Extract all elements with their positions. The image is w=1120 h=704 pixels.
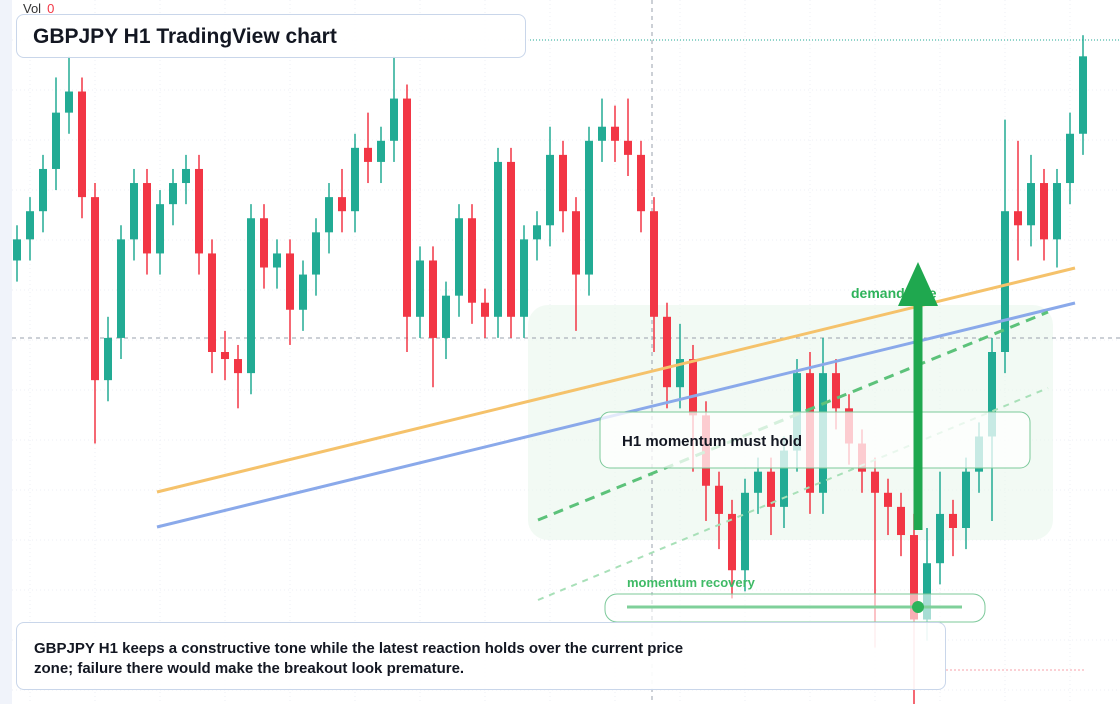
candle-body	[832, 373, 840, 409]
candle-body	[143, 183, 151, 254]
candle-body	[1079, 56, 1087, 134]
candle-body	[598, 126, 606, 141]
candle-body	[208, 253, 216, 352]
candle-body	[949, 513, 957, 528]
candle-body	[312, 232, 320, 275]
candle-body	[585, 140, 593, 275]
candle-body	[286, 253, 294, 310]
candle-body	[104, 337, 112, 381]
candle-body	[338, 197, 346, 212]
candle-body	[364, 147, 372, 162]
candle-body	[910, 535, 918, 620]
candle-body	[897, 506, 905, 536]
candle-body	[923, 563, 931, 620]
candle-body	[611, 126, 619, 141]
candle-body	[767, 471, 775, 507]
caption: GBPJPY H1 keeps a constructive tone whil…	[34, 640, 684, 677]
candle-body	[78, 91, 86, 198]
arrow-head	[898, 262, 938, 306]
candle-body	[533, 225, 541, 240]
volume-value: 0	[47, 1, 55, 16]
candle-body	[1027, 183, 1035, 226]
candle-body	[416, 260, 424, 317]
candle-body	[741, 492, 749, 571]
candle-body	[325, 197, 333, 233]
candle-body	[260, 218, 268, 268]
annotation-momentum: H1 momentum must hold	[622, 433, 802, 450]
candles	[13, 35, 1087, 704]
candle-body	[442, 295, 450, 338]
candle-body	[481, 302, 489, 317]
candle-body	[637, 154, 645, 212]
candle-body	[455, 218, 463, 296]
candle-body	[507, 161, 515, 317]
caption-box: GBPJPY H1 keeps a constructive tone whil…	[16, 622, 946, 690]
volume-label: Vol	[23, 1, 42, 16]
candle-body	[936, 513, 944, 564]
candle-body	[871, 471, 879, 493]
candle-body	[91, 197, 99, 381]
candle-body	[156, 204, 164, 254]
candle-body	[65, 91, 73, 113]
recovery-dot	[912, 601, 924, 613]
candle-body	[403, 98, 411, 317]
candle-body	[273, 253, 281, 268]
candle-body	[13, 239, 21, 261]
candle-body	[884, 492, 892, 507]
candle-body	[52, 112, 60, 169]
candle-body	[377, 140, 385, 162]
candle-body	[234, 359, 242, 374]
candle-body	[1053, 183, 1061, 240]
candle-body	[754, 471, 762, 493]
candle-body	[1040, 183, 1048, 240]
candle-body	[1014, 211, 1022, 226]
title-box: GBPJPY H1 TradingView chart	[16, 14, 526, 58]
candle-body	[520, 239, 528, 317]
candle-body	[221, 352, 229, 360]
candle-body	[468, 218, 476, 303]
candle-body	[988, 352, 996, 437]
candle-body	[715, 485, 723, 514]
chart-title: GBPJPY H1 TradingView chart	[33, 25, 337, 48]
candle-body	[676, 359, 684, 388]
candle-body	[962, 471, 970, 528]
annotation-recovery: momentum recovery	[627, 575, 756, 590]
candle-body	[1066, 133, 1074, 184]
candle-body	[195, 168, 203, 254]
candle-body	[39, 168, 47, 212]
candle-body	[247, 218, 255, 374]
candle-body	[299, 274, 307, 310]
candle-body	[429, 260, 437, 338]
candle-body	[624, 140, 632, 155]
candle-body	[780, 450, 788, 507]
candle-body	[351, 147, 359, 212]
candle-body	[546, 154, 554, 226]
candle-body	[572, 211, 580, 275]
candle-body	[390, 98, 398, 141]
candle-body	[689, 359, 697, 416]
candle-body	[728, 513, 736, 571]
candle-body	[559, 154, 567, 212]
candle-body	[182, 168, 190, 184]
candle-body	[117, 239, 125, 338]
candle-body	[130, 183, 138, 240]
candle-body	[1001, 211, 1009, 352]
candle-body	[169, 183, 177, 205]
candle-body	[26, 211, 34, 240]
candle-body	[494, 161, 502, 317]
candle-body	[663, 316, 671, 388]
candle-body	[650, 211, 658, 317]
left-rail	[0, 0, 12, 704]
volume-legend: Vol 0	[23, 1, 54, 16]
